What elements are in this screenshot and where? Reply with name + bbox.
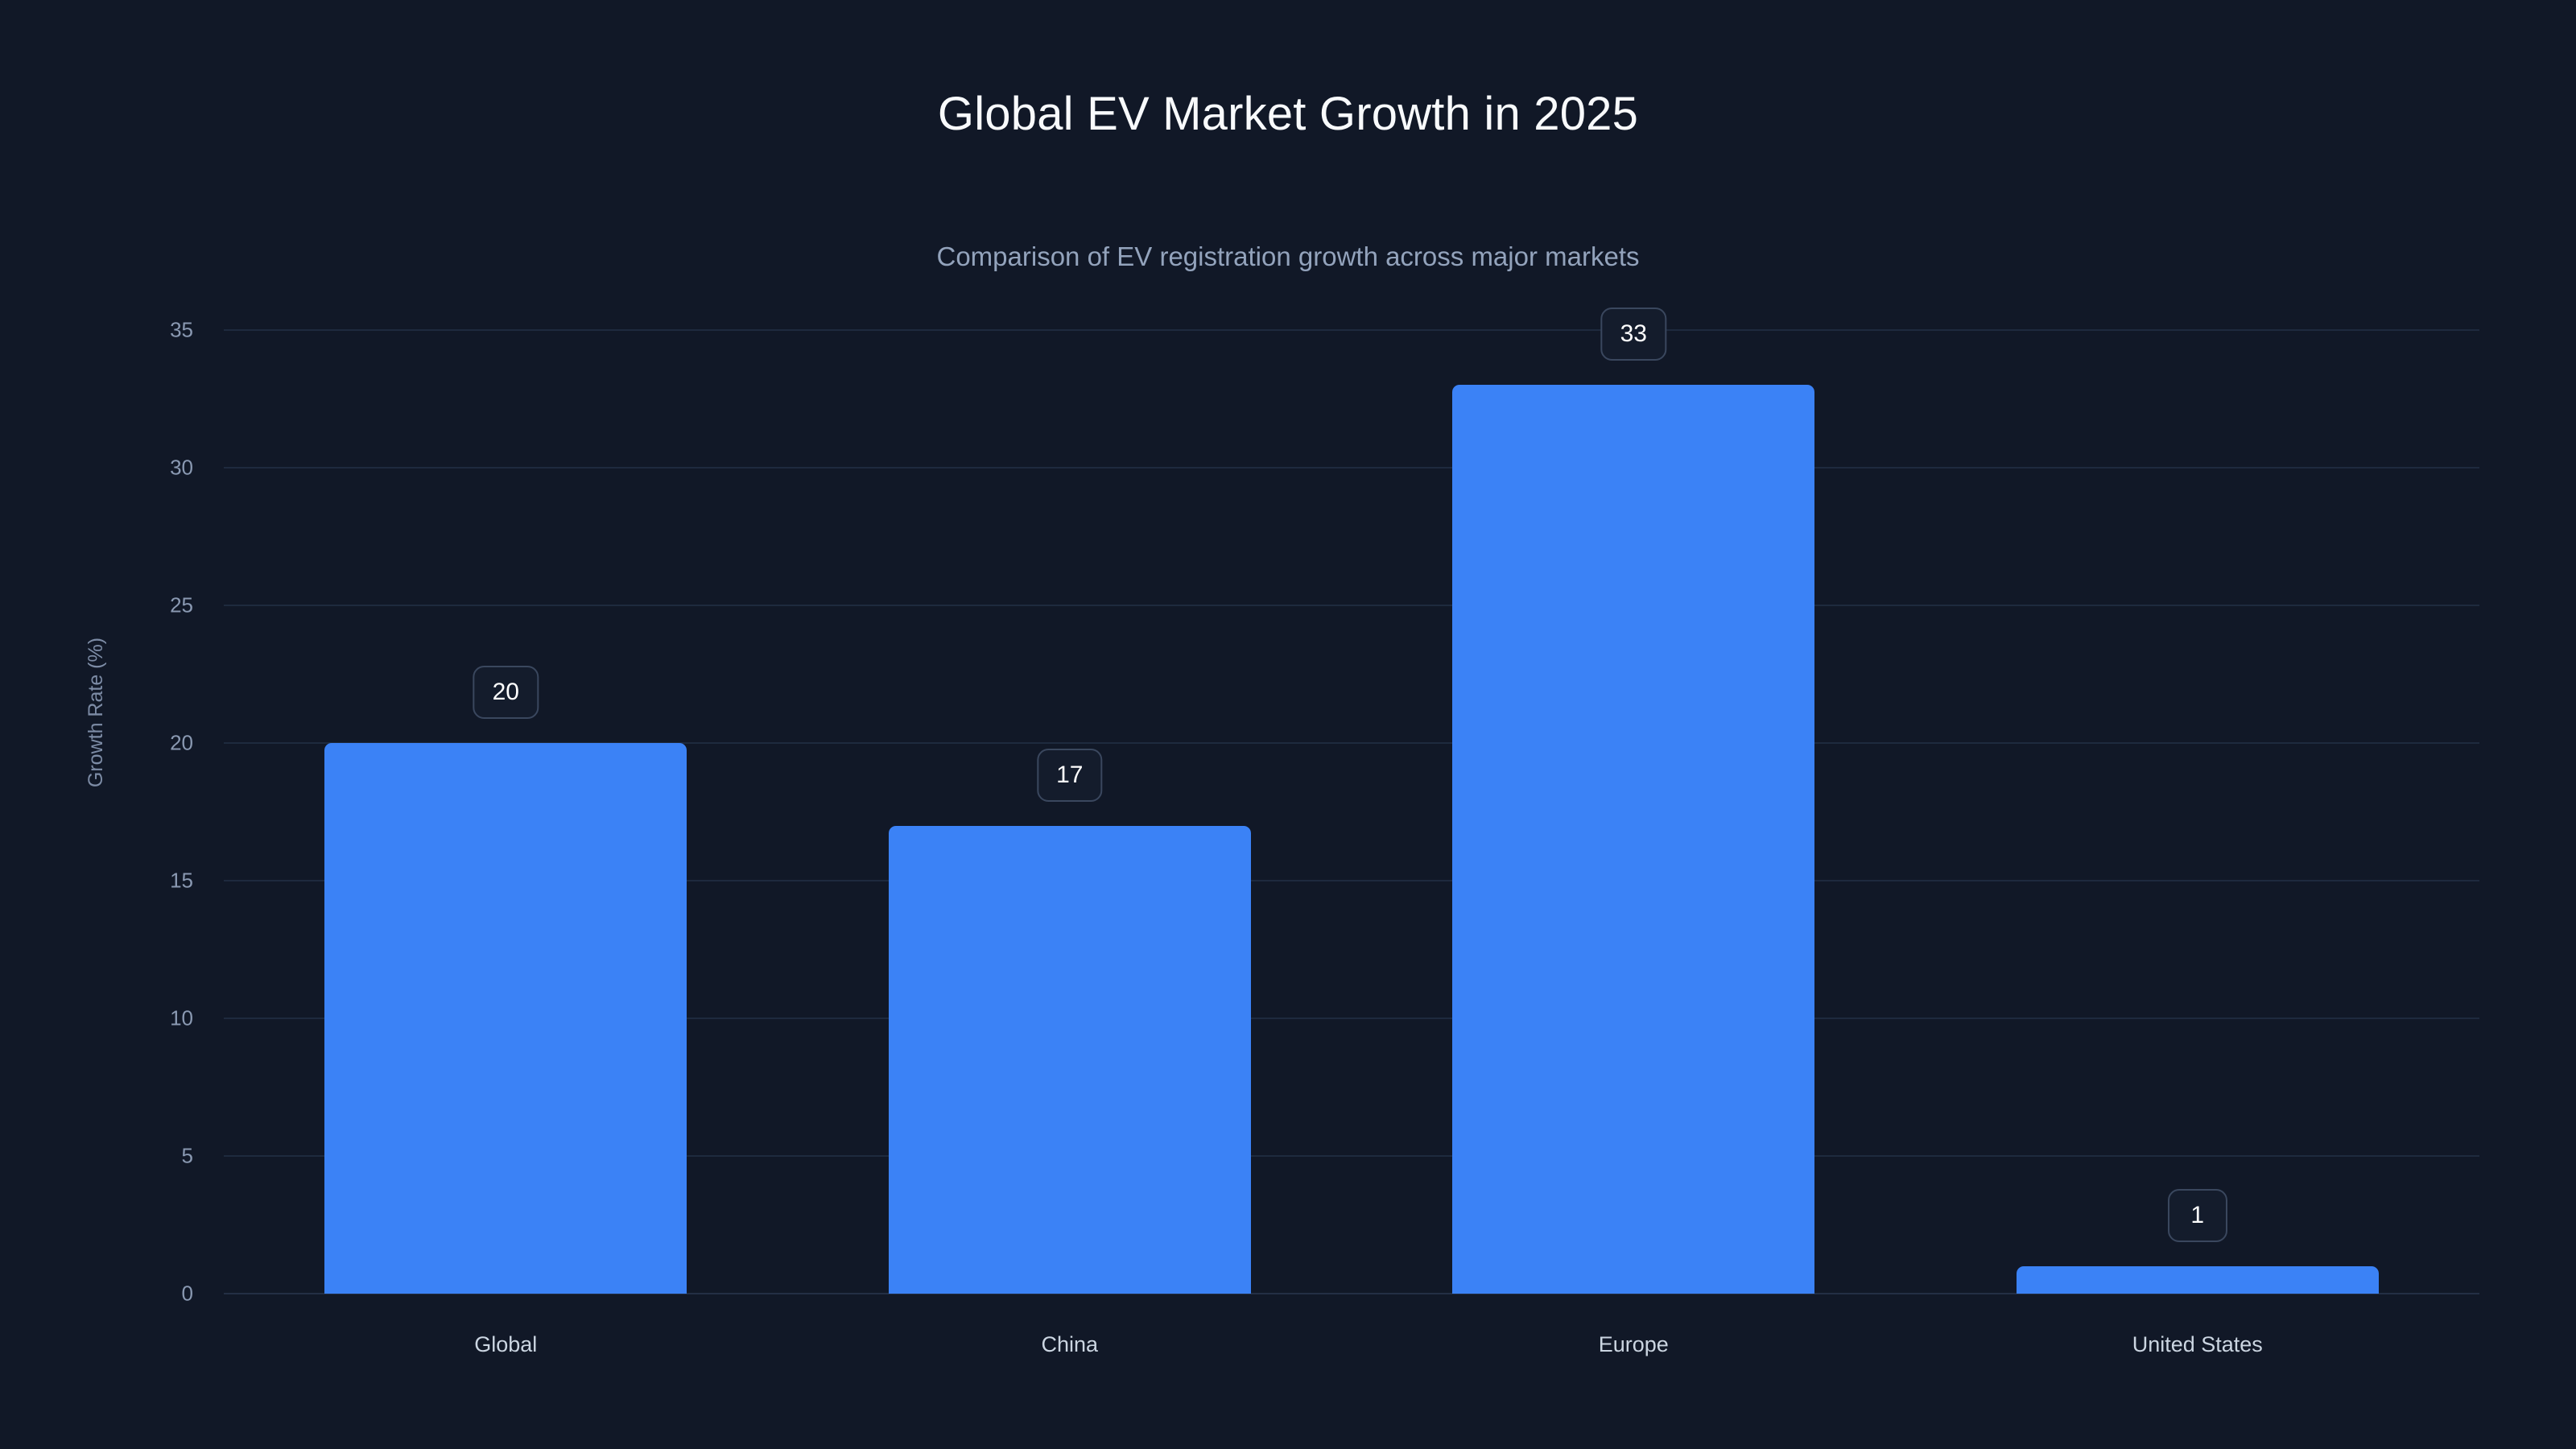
bar[interactable] [324, 743, 687, 1294]
y-axis-tick-label: 35 [170, 317, 193, 342]
y-axis-tick-label: 25 [170, 592, 193, 617]
gridline [224, 1155, 2479, 1157]
chart-subtitle: Comparison of EV registration growth acr… [936, 242, 1640, 271]
y-axis-title: Growth Rate (%) [85, 637, 107, 788]
gridline [224, 1293, 2479, 1294]
bar-value-label: 33 [1600, 308, 1666, 361]
y-axis-tick-label: 20 [170, 730, 193, 755]
bar-value-label: 20 [473, 666, 539, 719]
x-axis-tick-label: Europe [1598, 1332, 1669, 1356]
x-axis-tick-label: Global [474, 1332, 538, 1356]
bar-value-label: 17 [1037, 748, 1103, 802]
y-axis-tick-label: 0 [181, 1281, 193, 1306]
gridline [224, 880, 2479, 881]
y-axis-tick-label: 15 [170, 868, 193, 893]
gridline [224, 1018, 2479, 1019]
y-axis-tick-label: 5 [181, 1143, 193, 1168]
gridline [224, 605, 2479, 606]
gridline [224, 329, 2479, 331]
bar[interactable] [888, 825, 1251, 1294]
y-axis-tick-label: 30 [170, 455, 193, 480]
bar[interactable] [1452, 385, 1815, 1294]
chart-title: Global EV Market Growth in 2025 [937, 88, 1639, 140]
bar-value-label: 1 [2167, 1188, 2227, 1242]
x-axis-tick-label: China [1041, 1332, 1099, 1356]
y-axis-tick-label: 10 [170, 1005, 193, 1030]
plot-area: 0 5 10 15 20 25 30 35 20 17 33 1 [170, 308, 2479, 1306]
x-axis-tick-label: United States [2132, 1332, 2263, 1356]
gridline [224, 467, 2479, 469]
bar[interactable] [2016, 1265, 2379, 1294]
gridline [224, 742, 2479, 744]
